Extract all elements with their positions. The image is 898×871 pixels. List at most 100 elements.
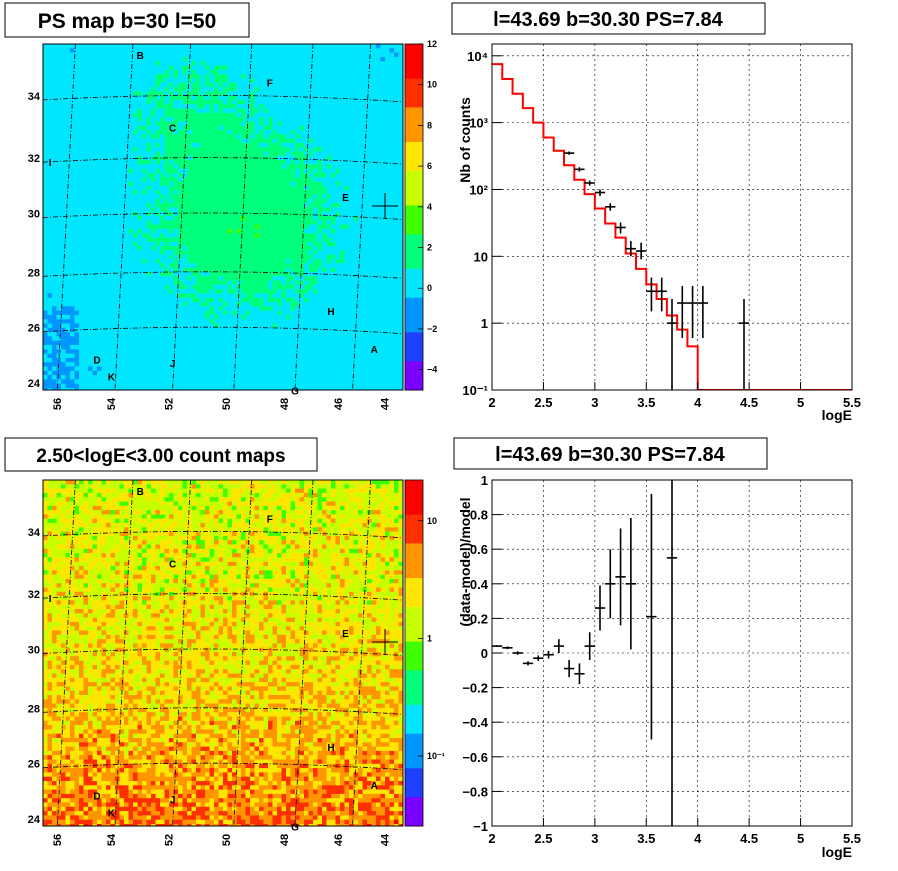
map-cell — [254, 224, 260, 230]
map-cell — [335, 160, 341, 165]
map-cell — [187, 241, 192, 247]
map-cell — [380, 289, 386, 294]
map-cell — [146, 138, 152, 144]
map-cell — [376, 224, 381, 230]
map-cell — [74, 211, 80, 217]
map-cell — [286, 78, 291, 84]
map-cell — [196, 237, 201, 243]
map-cell — [196, 95, 201, 101]
map-cell — [304, 130, 309, 135]
map-cell — [245, 228, 251, 234]
map-cell — [61, 95, 66, 101]
map-cell — [214, 69, 219, 75]
map-cell — [232, 82, 237, 88]
map-cell — [61, 134, 66, 139]
map-cell — [299, 138, 305, 144]
map-cell — [286, 216, 291, 221]
map-cell — [128, 155, 134, 161]
map-cell — [169, 228, 174, 234]
map-cell — [272, 138, 278, 144]
map-cell — [191, 168, 197, 174]
map-cell — [92, 220, 98, 225]
map-cell — [124, 87, 129, 92]
map-cell — [56, 224, 62, 230]
map-cell — [142, 121, 147, 127]
map-cell — [205, 173, 210, 178]
map-cell — [178, 104, 183, 109]
map-cell — [371, 250, 377, 256]
map-cell — [124, 134, 129, 139]
map-cell — [119, 61, 125, 66]
map-cell — [236, 267, 242, 273]
map-cell — [376, 198, 381, 204]
map-cell — [331, 181, 336, 187]
map-cell — [367, 155, 372, 161]
map-cell — [241, 263, 246, 268]
map-cell — [214, 44, 219, 49]
map-cell — [187, 220, 192, 225]
map-cell — [160, 220, 165, 225]
map-cell — [61, 125, 66, 131]
map-cell — [281, 173, 287, 178]
map-cell — [79, 52, 84, 58]
map-cell — [146, 233, 152, 238]
map-cell — [187, 142, 192, 148]
map-cell — [146, 263, 152, 268]
map-cell — [232, 48, 237, 53]
map-cell — [92, 48, 98, 53]
map-cell — [313, 134, 318, 139]
map-cell — [205, 95, 210, 101]
map-cell — [205, 104, 210, 109]
map-cell — [182, 246, 188, 251]
map-cell — [367, 48, 372, 53]
map-cell — [128, 220, 134, 225]
map-cell — [106, 160, 111, 165]
map-cell — [340, 134, 345, 139]
map-cell — [155, 211, 161, 217]
map-cell — [376, 233, 381, 238]
map-cell — [349, 250, 354, 256]
map-cell — [47, 104, 53, 109]
map-cell — [115, 220, 120, 225]
map-cell — [317, 134, 323, 139]
map-cell — [362, 254, 368, 260]
map-cell — [79, 99, 84, 105]
map-cell — [317, 173, 323, 178]
map-cell — [74, 280, 80, 286]
map-cell — [173, 190, 179, 195]
map-cell — [191, 302, 197, 307]
map-cell — [290, 151, 296, 157]
map-cell — [182, 177, 188, 182]
map-cell — [389, 289, 395, 294]
map-cell — [394, 280, 399, 286]
map-cell — [70, 203, 75, 208]
map-cell — [137, 297, 143, 303]
map-cell — [119, 108, 125, 114]
map-cell — [47, 61, 53, 66]
map-cell — [277, 173, 282, 178]
map-cell — [160, 259, 165, 264]
map-cell — [376, 99, 381, 105]
map-cell — [97, 276, 102, 281]
map-cell — [394, 224, 399, 230]
map-cell — [236, 306, 242, 311]
map-cell — [326, 147, 332, 152]
map-cell — [169, 74, 174, 79]
map-cell — [47, 48, 53, 53]
map-cell — [362, 194, 368, 200]
map-cell — [272, 254, 278, 260]
map-cell — [209, 271, 215, 277]
map-cell — [245, 254, 251, 260]
map-cell — [254, 259, 260, 264]
map-cell — [394, 181, 399, 187]
map-cell — [65, 310, 71, 316]
map-cell — [74, 168, 80, 174]
map-cell — [286, 306, 291, 311]
map-cell — [380, 44, 386, 49]
map-cell — [299, 91, 305, 96]
map-cell — [196, 211, 201, 217]
map-cell — [101, 207, 107, 213]
map-cell — [335, 99, 341, 105]
map-cell — [200, 220, 206, 225]
map-cell — [313, 302, 318, 307]
